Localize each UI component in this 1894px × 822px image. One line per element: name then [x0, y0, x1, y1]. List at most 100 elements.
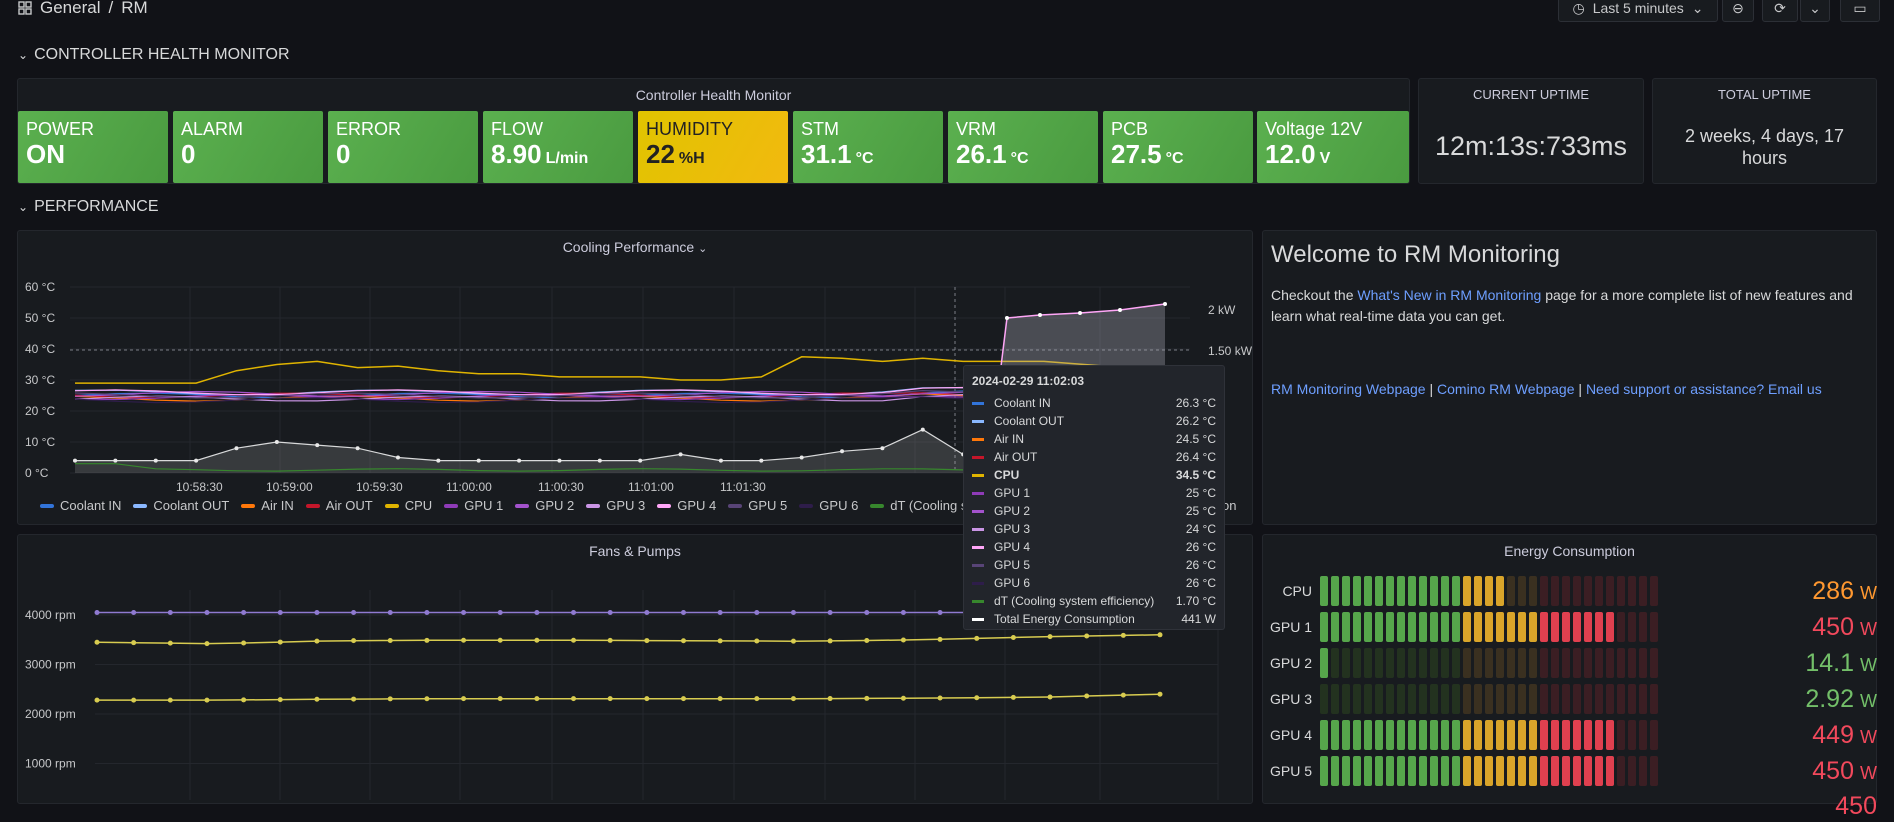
energy-unit: W [1860, 618, 1877, 639]
comino-webpage-link[interactable]: Comino RM Webpage [1437, 381, 1575, 397]
link-separator: | [1425, 381, 1438, 397]
gauge-cell [1639, 720, 1647, 750]
gauge-cell [1320, 576, 1328, 606]
data-point [900, 610, 906, 616]
gauge-cell [1342, 684, 1350, 714]
refresh-button[interactable]: ⟳ [1762, 0, 1798, 22]
dt-area [75, 429, 1165, 473]
gauge-cell [1617, 756, 1625, 786]
whats-new-link[interactable]: What's New in RM Monitoring [1357, 287, 1542, 303]
energy-value-number: 286 [1812, 576, 1854, 605]
tv-mode-button[interactable]: ▭ [1840, 0, 1880, 22]
y-tick-label: 1000 rpm [25, 757, 76, 771]
chevron-down-icon: ⌄ [18, 48, 29, 62]
data-point [571, 637, 577, 643]
energy-unit: W [1860, 726, 1877, 747]
support-email-link[interactable]: Need support or assistance? Email us [1585, 381, 1822, 397]
panel-title[interactable]: Cooling Performance ⌄ [18, 239, 1252, 255]
gauge-cell [1595, 756, 1603, 786]
stat-label: VRM [956, 119, 996, 139]
gauge-cell [1408, 684, 1416, 714]
gauge-cell [1397, 576, 1405, 606]
data-point [717, 610, 723, 616]
legend-item[interactable]: GPU 6 [799, 498, 858, 513]
refresh-interval-button[interactable]: ⌄ [1800, 0, 1830, 22]
legend-item[interactable]: CPU [384, 498, 432, 513]
rm-webpage-link[interactable]: RM Monitoring Webpage [1271, 381, 1426, 397]
row-controller-health[interactable]: ⌄ CONTROLLER HEALTH MONITOR [18, 46, 290, 64]
gauge-cell [1562, 720, 1570, 750]
tooltip-series-value: 25 °C [1185, 486, 1216, 500]
legend-swatch [870, 503, 885, 508]
gauge-cell [1364, 612, 1372, 642]
data-point [387, 638, 393, 644]
data-point [1118, 308, 1122, 312]
gauge-cell [1606, 576, 1614, 606]
energy-value-number: 14.1 [1805, 648, 1854, 677]
gauge-cell [1342, 612, 1350, 642]
data-point [534, 637, 540, 643]
legend-swatch [384, 503, 399, 508]
energy-label: GPU 5 [1269, 763, 1312, 779]
stat-value: ON [26, 139, 160, 169]
legend-item[interactable]: Coolant IN [40, 498, 121, 513]
gauge-cell [1507, 612, 1515, 642]
series-energy [989, 303, 1166, 456]
gauge-cell [1463, 612, 1471, 642]
gauge-cell [1617, 684, 1625, 714]
stat-label: POWER [26, 119, 95, 139]
gauge-cell [1540, 612, 1548, 642]
breadcrumb-folder[interactable]: General [40, 0, 101, 17]
row-performance[interactable]: ⌄ PERFORMANCE [18, 198, 159, 216]
zoom-out-button[interactable]: ⊖ [1722, 0, 1754, 22]
legend-label: Coolant IN [60, 498, 122, 513]
x-tick-label: 11:00:00 [446, 480, 492, 494]
stat-value: 26.1 °C [956, 139, 1090, 174]
gauge-cell [1650, 612, 1658, 642]
gauge-cell [1463, 756, 1471, 786]
tooltip-series-name: GPU 6 [994, 576, 1031, 590]
gauge-cell [1331, 648, 1339, 678]
gauge-cell [1386, 720, 1394, 750]
data-point [937, 695, 943, 701]
energy-label: GPU 3 [1269, 691, 1312, 707]
gauge-cell [1529, 648, 1537, 678]
breadcrumb-separator: / [108, 0, 114, 17]
gauge-cell [1375, 756, 1383, 786]
gauge-cell [1551, 648, 1559, 678]
legend-item[interactable]: GPU 1 [444, 498, 503, 513]
data-point [1078, 311, 1082, 315]
legend-item[interactable]: GPU 5 [728, 498, 787, 513]
gauge-cell [1386, 612, 1394, 642]
gauge-cell [1496, 684, 1504, 714]
energy-value-number: 450 [1812, 612, 1854, 641]
gauge-cell [1331, 756, 1339, 786]
legend-item[interactable]: GPU 2 [515, 498, 574, 513]
legend-item[interactable]: Coolant OUT [133, 498, 229, 513]
data-point [644, 696, 650, 702]
stat-value-number: ON [26, 139, 65, 169]
gauge-cell [1507, 576, 1515, 606]
gauge-cell [1540, 648, 1548, 678]
gauge-cell [1441, 576, 1449, 606]
legend-swatch [728, 503, 743, 508]
energy-gauge [1320, 684, 1658, 714]
fans-chart[interactable]: 4000 rpm 3000 rpm 2000 rpm 1000 rpm [0, 0, 1894, 800]
gauge-cell [1331, 684, 1339, 714]
legend-item[interactable]: GPU 4 [657, 498, 716, 513]
legend-item[interactable]: GPU 3 [586, 498, 645, 513]
tooltip-row: Coolant IN 26.3 °C [972, 394, 1216, 412]
gauge-cell [1562, 684, 1570, 714]
legend-item[interactable]: Air OUT [305, 498, 373, 513]
gauge-cell [1364, 684, 1372, 714]
gauge-cell [1573, 756, 1581, 786]
tooltip-series-name: Air IN [994, 432, 1024, 446]
time-range-picker[interactable]: ◷ Last 5 minutes ⌄ [1558, 0, 1718, 22]
gauge-cell [1595, 720, 1603, 750]
data-point [754, 610, 760, 616]
stat-value-number: 22 [646, 139, 675, 169]
gauge-cell [1551, 756, 1559, 786]
data-point [864, 695, 870, 701]
legend-item[interactable]: Air IN [241, 498, 294, 513]
legend-swatch [241, 503, 256, 508]
